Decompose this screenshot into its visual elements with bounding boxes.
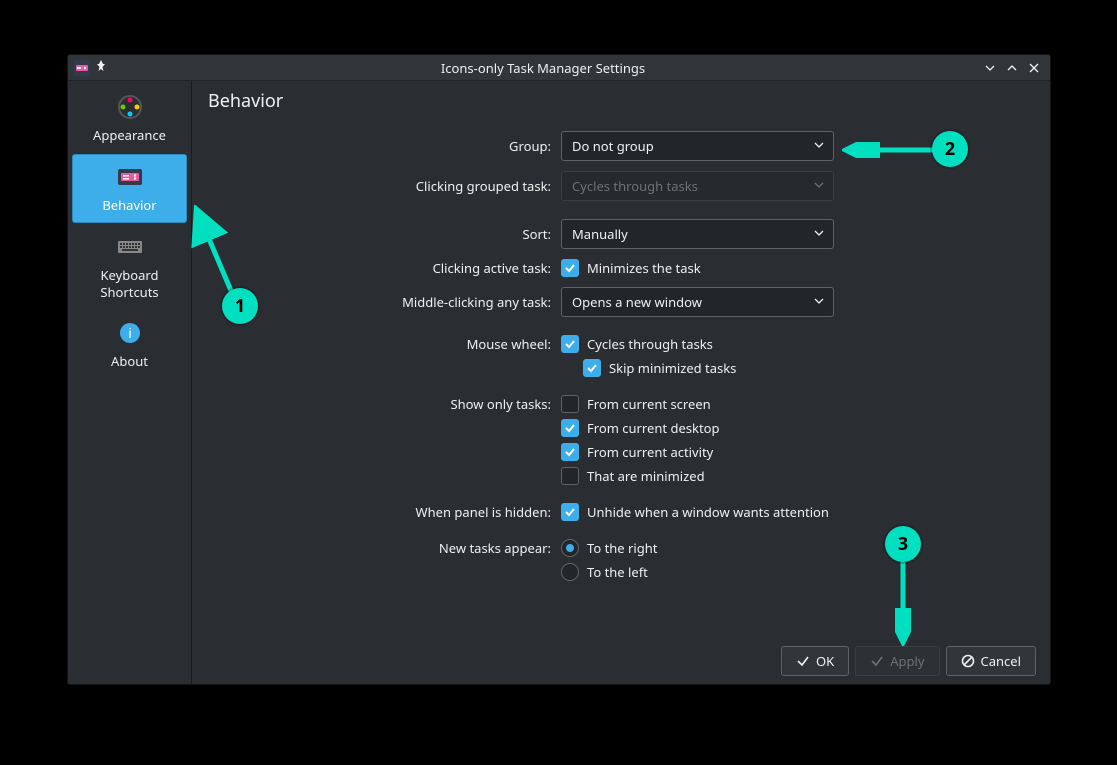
show-only-minimized-text: That are minimized (587, 467, 705, 485)
chevron-down-icon (813, 225, 825, 243)
show-only-screen-text: From current screen (587, 395, 711, 413)
sort-select-value: Manually (572, 225, 628, 243)
pin-icon[interactable] (94, 59, 108, 77)
sort-label: Sort: (206, 225, 561, 243)
clicking-active-label: Clicking active task: (206, 259, 561, 277)
annotation-badge-1: 1 (222, 288, 258, 324)
new-tasks-right-radio[interactable] (561, 539, 579, 557)
new-tasks-right-text: To the right (587, 539, 657, 557)
new-tasks-label: New tasks appear: (206, 539, 561, 557)
about-icon: i (114, 317, 146, 349)
page-title: Behavior (206, 89, 1036, 113)
sidebar-item-keyboard-shortcuts[interactable]: Keyboard Shortcuts (72, 225, 187, 309)
minimize-button[interactable] (980, 58, 1000, 78)
clicking-grouped-label: Clicking grouped task: (206, 177, 561, 195)
ok-button[interactable]: OK (781, 646, 849, 676)
content-pane: Behavior Group: Do not group Clicking gr… (192, 81, 1050, 684)
annotation-arrow-2 (842, 142, 942, 158)
sidebar-item-label: Keyboard Shortcuts (76, 267, 183, 301)
show-only-minimized-checkbox[interactable] (561, 467, 579, 485)
middle-click-value: Opens a new window (572, 293, 702, 311)
sidebar-item-label: Appearance (93, 127, 166, 144)
check-icon (796, 654, 810, 668)
cancel-button[interactable]: Cancel (946, 646, 1036, 676)
sidebar-item-appearance[interactable]: Appearance (72, 85, 187, 152)
appearance-icon (114, 91, 146, 123)
panel-hidden-option: Unhide when a window wants attention (587, 503, 829, 521)
middle-click-select[interactable]: Opens a new window (561, 287, 834, 317)
mouse-wheel-skip-text: Skip minimized tasks (609, 359, 736, 377)
show-only-desktop-text: From current desktop (587, 419, 720, 437)
mouse-wheel-cycles-text: Cycles through tasks (587, 335, 713, 353)
chevron-down-icon (813, 177, 825, 195)
clicking-active-option: Minimizes the task (587, 259, 701, 277)
sidebar: Appearance Behavior Keyboard Shortcuts i… (68, 81, 192, 684)
clicking-grouped-value: Cycles through tasks (572, 177, 698, 195)
mouse-wheel-label: Mouse wheel: (206, 335, 561, 353)
titlebar: Icons-only Task Manager Settings (68, 55, 1050, 81)
chevron-down-icon (813, 137, 825, 155)
mouse-wheel-cycles-checkbox[interactable] (561, 335, 579, 353)
maximize-button[interactable] (1002, 58, 1022, 78)
show-only-label: Show only tasks: (206, 395, 561, 413)
check-icon (870, 654, 884, 668)
group-label: Group: (206, 137, 561, 155)
show-only-screen-checkbox[interactable] (561, 395, 579, 413)
sidebar-item-about[interactable]: i About (72, 311, 187, 378)
show-only-activity-text: From current activity (587, 443, 713, 461)
sidebar-item-behavior[interactable]: Behavior (72, 154, 187, 223)
chevron-down-icon (813, 293, 825, 311)
annotation-arrow-3 (895, 558, 911, 646)
sidebar-item-label: Behavior (102, 197, 156, 214)
sort-select[interactable]: Manually (561, 219, 834, 249)
group-select[interactable]: Do not group (561, 131, 834, 161)
cancel-icon (961, 654, 975, 668)
apply-button: Apply (855, 646, 939, 676)
svg-text:i: i (128, 325, 131, 341)
button-footer: OK Apply Cancel (206, 638, 1036, 676)
behavior-form: Group: Do not group Clicking grouped tas… (206, 131, 1036, 638)
panel-hidden-checkbox[interactable] (561, 503, 579, 521)
behavior-icon (114, 161, 146, 193)
show-only-activity-checkbox[interactable] (561, 443, 579, 461)
new-tasks-left-text: To the left (587, 563, 648, 581)
app-icon (74, 60, 90, 76)
window-title: Icons-only Task Manager Settings (108, 59, 978, 77)
annotation-badge-3: 3 (885, 526, 921, 562)
new-tasks-left-radio[interactable] (561, 563, 579, 581)
keyboard-icon (114, 231, 146, 263)
sidebar-item-label: About (111, 353, 148, 370)
clicking-grouped-select: Cycles through tasks (561, 171, 834, 201)
middle-click-label: Middle-clicking any task: (206, 293, 561, 311)
mouse-wheel-skip-checkbox[interactable] (583, 359, 601, 377)
group-select-value: Do not group (572, 137, 654, 155)
close-button[interactable] (1024, 58, 1044, 78)
show-only-desktop-checkbox[interactable] (561, 419, 579, 437)
annotation-badge-2: 2 (932, 131, 968, 167)
clicking-active-checkbox[interactable] (561, 259, 579, 277)
panel-hidden-label: When panel is hidden: (206, 503, 561, 521)
